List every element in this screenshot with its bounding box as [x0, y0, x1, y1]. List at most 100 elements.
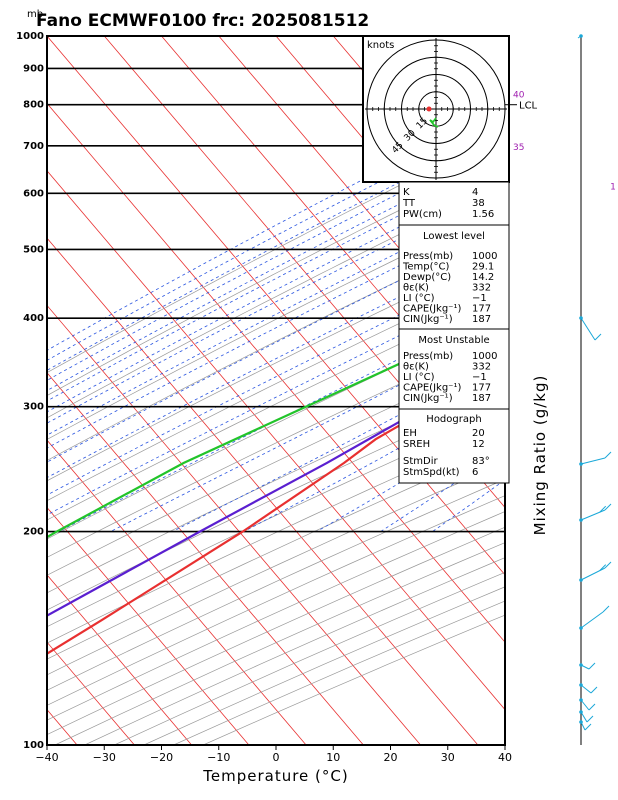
wind-barb-flag: [590, 686, 598, 694]
index-value: 83°: [472, 456, 490, 467]
wind-barb-flag: [604, 503, 612, 511]
dry-adiabat-line: [47, 294, 505, 521]
wind-barb-flag: [599, 564, 607, 571]
index-value: −1: [472, 372, 487, 383]
index-label: Press(mb): [403, 351, 453, 362]
pressure-tick-label: 300: [23, 402, 44, 413]
moist-adiabat-line: [58, 304, 505, 532]
profiles: [47, 311, 505, 655]
index-box-hodograph: [398, 408, 510, 484]
index-label: TT: [402, 198, 416, 209]
dry-adiabat-line: [47, 373, 505, 594]
index-value: 187: [472, 393, 491, 404]
index-label: LI (°C): [403, 372, 435, 383]
wind-barb-staff: [580, 699, 590, 711]
wind-barb-staff: [580, 664, 590, 670]
index-text: K 4 TT 38 PW(cm) 1.56 Lowest level Press(mb) 100…: [402, 187, 497, 478]
mixing-ratio-label: 40: [513, 90, 525, 100]
dry-adiabat-line: [47, 392, 505, 611]
mixing-ratio-label: 35: [513, 143, 524, 153]
index-label: CAPE(Jkg⁻¹): [403, 383, 461, 394]
index-box-top: [398, 181, 510, 226]
isotherm-line: [47, 641, 135, 745]
wind-barb-staff: [580, 457, 606, 465]
pressure-tick-label: 700: [23, 141, 44, 152]
dry-adiabat-line: [47, 132, 505, 374]
index-value: 332: [472, 283, 491, 294]
mixing-ratio-label: 1: [610, 182, 616, 192]
moist-adiabat-line: [47, 227, 505, 463]
wind-barb-staff: [580, 509, 606, 521]
wind-barb-staff: [580, 711, 588, 723]
isotherm-line: [47, 372, 364, 745]
pressure-tick-label: 1000: [16, 31, 44, 42]
isotherm-line: [47, 439, 307, 745]
index-label: SREH: [403, 439, 430, 450]
moist-adiabat-line: [47, 262, 505, 496]
index-label: Dewp(°C): [403, 272, 451, 283]
index-label: StmSpd(kt): [403, 467, 460, 478]
most-unstable-header: Most Unstable: [418, 335, 489, 346]
index-value: 332: [472, 362, 491, 373]
hodograph-unit-label: knots: [367, 40, 394, 51]
index-value: 14.2: [472, 272, 494, 283]
index-label: CIN(Jkg⁻¹): [403, 393, 453, 404]
index-label: CIN(Jkg⁻¹): [403, 314, 453, 325]
index-label: Temp(°C): [402, 262, 450, 273]
wind-barb-staff: [580, 684, 592, 694]
index-panel: K 4 TT 38 PW(cm) 1.56 Lowest level Press(mb) 100…: [398, 181, 510, 484]
index-value: 20: [472, 428, 485, 439]
wind-barb-flag: [584, 723, 592, 731]
index-value: 6: [472, 467, 478, 478]
wind-barb-staff: [580, 567, 606, 581]
isotherm-line: [47, 170, 505, 711]
index-label: LI (°C): [403, 293, 435, 304]
index-value: 177: [472, 383, 491, 394]
x-tick-label: −20: [150, 751, 173, 764]
pressure-tick-label: 900: [23, 63, 44, 74]
wind-barb-flag: [586, 715, 594, 723]
dry-adiabat-line: [47, 334, 505, 558]
isotherm-line: [47, 506, 250, 745]
pressure-tick-label: 400: [23, 313, 44, 324]
wind-barb-staff: [580, 611, 604, 629]
index-label: PW(cm): [403, 209, 442, 220]
x-tick-label: 20: [384, 751, 398, 764]
x-tick-label: 0: [273, 751, 280, 764]
pressure-unit: mb: [27, 9, 43, 20]
parcel-line: [47, 360, 505, 617]
index-label: θε(K): [403, 283, 429, 294]
index-label: StmDir: [403, 456, 438, 467]
pressure-tick-label: 100: [23, 740, 44, 751]
wind-barb-flag: [602, 605, 610, 613]
index-label: K: [403, 187, 410, 198]
index-value: 29.1: [472, 262, 494, 273]
moist-adiabat-line: [47, 199, 505, 436]
index-value: 1000: [472, 251, 497, 262]
x-tick-label: −10: [207, 751, 230, 764]
index-value: 1.56: [472, 209, 494, 220]
isotherm-line: [562, 36, 618, 745]
x-tick-label: 40: [498, 751, 512, 764]
storm-motion-marker: [426, 106, 432, 112]
pressure-tick-label: 500: [23, 244, 44, 255]
index-value: 38: [472, 198, 485, 209]
wind-barbs: [577, 34, 612, 745]
wind-barb-flag: [594, 333, 602, 341]
wind-barb-flag: [604, 451, 612, 459]
index-value: 4: [472, 187, 478, 198]
dry-adiabat-line: [47, 273, 505, 502]
dry-adiabat-line: [47, 410, 505, 628]
dry-adiabat-line: [47, 314, 505, 540]
index-value: 12: [472, 439, 485, 450]
x-tick-label: −30: [93, 751, 116, 764]
index-label: CAPE(Jkg⁻¹): [403, 304, 461, 315]
dry-adiabat-line: [47, 526, 505, 736]
x-tick-label: −40: [35, 751, 58, 764]
isotherm-line: [218, 36, 505, 374]
background-lines: [47, 36, 618, 745]
temperature-line: [47, 363, 505, 655]
chart-title: Fano ECMWF0100 frc: 2025081512: [36, 11, 369, 31]
isotherm-line: [47, 304, 421, 745]
